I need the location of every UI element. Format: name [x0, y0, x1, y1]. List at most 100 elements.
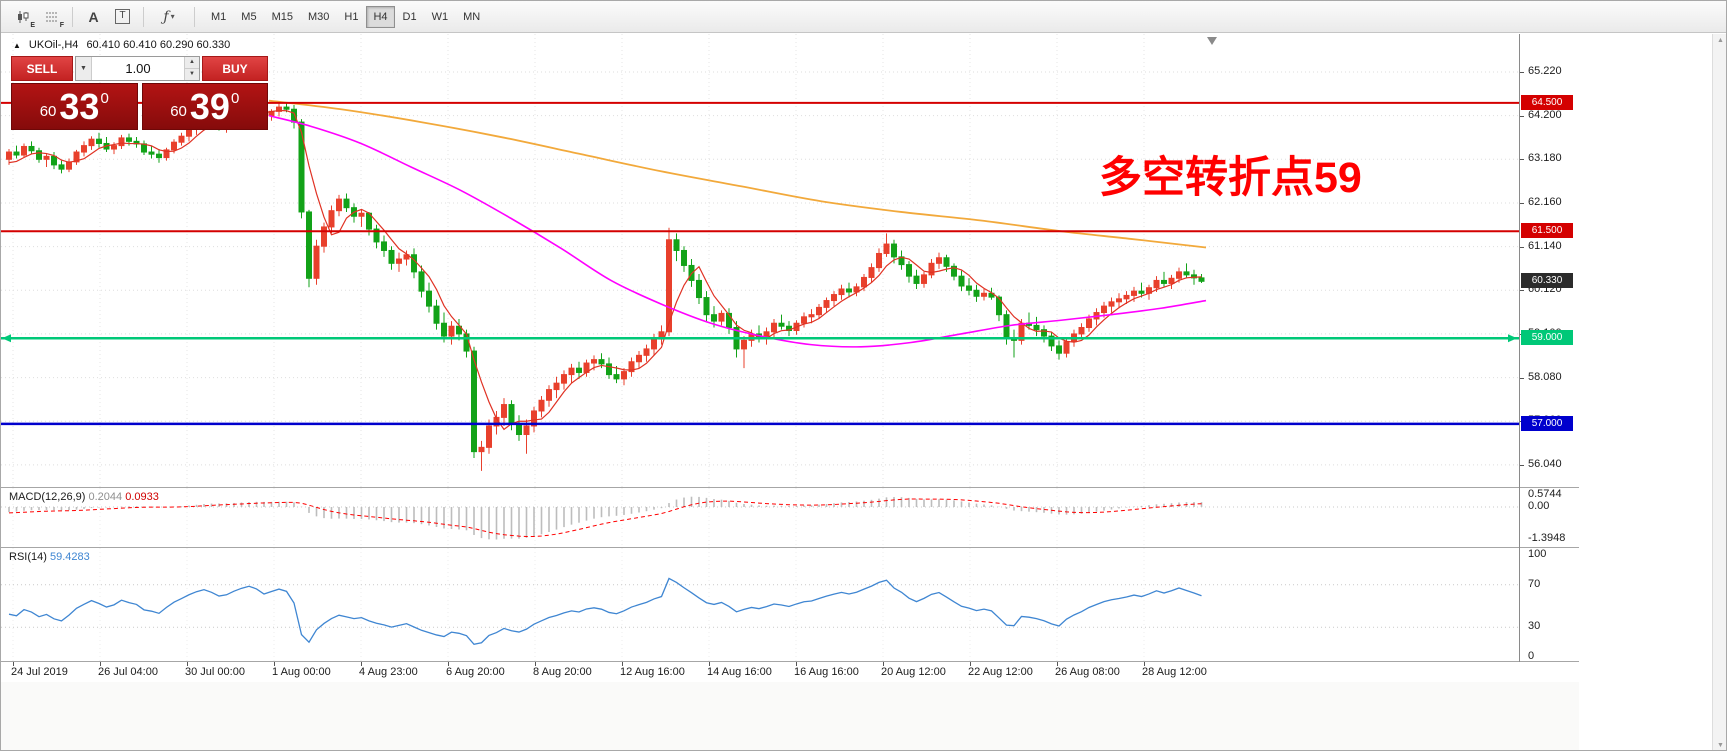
- one-click-trading-panel: SELL ▼ ▲ ▼ BUY 60 33 0 60 39 0: [11, 56, 268, 130]
- price-axis-tick: [1520, 202, 1524, 204]
- time-axis-label: 22 Aug 12:00: [968, 666, 1033, 678]
- text-annotation-icon[interactable]: A: [80, 5, 107, 29]
- symbol-ohlc: 60.410 60.410 60.290 60.330: [86, 39, 231, 51]
- macd-scale-label: -1.3948: [1528, 531, 1566, 544]
- time-axis-label: 6 Aug 20:00: [446, 666, 505, 678]
- macd-signal-line: [8, 498, 1202, 537]
- toolbar-separator: [72, 6, 73, 27]
- indicators-dropdown-caret[interactable]: ▾: [170, 12, 175, 21]
- volume-control: ▼ ▲ ▼: [75, 56, 200, 81]
- time-axis[interactable]: 24 Jul 2019 26 Jul 04:00 30 Jul 00:00 1 Aug…: [1, 662, 1579, 682]
- price-badge-59.000: 59.000: [1521, 330, 1573, 346]
- volume-up-arrow[interactable]: ▲: [185, 57, 199, 69]
- hline-right-arrow: [1508, 334, 1517, 343]
- macd-axis[interactable]: 0.5744 0.00 -1.3948: [1520, 488, 1579, 547]
- chart-style-icon[interactable]: E: [9, 5, 36, 29]
- price-scale-border: [1519, 34, 1520, 662]
- timeframe-button-m30[interactable]: M30: [301, 6, 336, 28]
- rsi-axis[interactable]: 100 70 30 0: [1520, 548, 1579, 662]
- price-axis-tick: [1520, 159, 1524, 161]
- rsi-scale-label: 0: [1528, 650, 1535, 662]
- indicators-icon[interactable]: ƒ ▾: [151, 5, 187, 29]
- time-axis-label: 1 Aug 00:00: [272, 666, 331, 678]
- macd-label: MACD(12,26,9) 0.2044 0.0933: [9, 491, 159, 503]
- macd-histogram: [8, 496, 1203, 540]
- price-axis-tick: [1520, 290, 1524, 292]
- time-axis-tick: [100, 662, 101, 666]
- time-axis-label: 12 Aug 16:00: [620, 666, 685, 678]
- time-axis-tick: [709, 662, 710, 666]
- time-axis-tick: [883, 662, 884, 666]
- price-axis-label: 56.040: [1528, 457, 1562, 470]
- ma-slow-orange[interactable]: [268, 99, 1207, 249]
- rsi-line: [8, 577, 1202, 645]
- timeframe-button-h1[interactable]: H1: [337, 6, 365, 28]
- time-axis-tick: [13, 662, 14, 666]
- price-axis-label: 64.200: [1528, 108, 1562, 121]
- toolbar: E F A T ƒ ▾ M1 M5 M15 M30 H1 H4 D1 W1 MN: [1, 1, 1726, 33]
- vertical-scrollbar[interactable]: ▲ ▼: [1712, 34, 1726, 750]
- time-axis-tick: [448, 662, 449, 666]
- rsi-scale-label: 70: [1528, 577, 1541, 590]
- price-axis-label: 58.080: [1528, 370, 1562, 383]
- price-badge-57.000: 57.000: [1521, 415, 1573, 431]
- timeframe-button-mn[interactable]: MN: [456, 6, 487, 28]
- time-axis-tick: [622, 662, 623, 666]
- macd-panel-canvas[interactable]: [1, 488, 1519, 547]
- macd-scale-label: 0.5744: [1528, 488, 1562, 500]
- panel-separator[interactable]: [1, 487, 1579, 488]
- timeframe-button-m15[interactable]: M15: [265, 6, 300, 28]
- macd-name: MACD(12,26,9): [9, 491, 86, 503]
- time-axis-tick: [1144, 662, 1145, 666]
- collapse-arrow-icon[interactable]: ▲: [13, 40, 21, 50]
- sell-price-prefix: 60: [39, 103, 57, 120]
- timeframe-button-d1[interactable]: D1: [396, 6, 424, 28]
- buy-button[interactable]: BUY: [202, 56, 268, 81]
- sell-price-display[interactable]: 60 33 0: [11, 83, 138, 130]
- chart-shift-marker-icon[interactable]: [1207, 37, 1217, 45]
- toolbar-separator: [194, 6, 195, 27]
- timeframe-button-w1[interactable]: W1: [425, 6, 456, 28]
- rsi-scale-label: 30: [1528, 620, 1541, 633]
- panel-separator[interactable]: [1, 547, 1579, 548]
- volume-dropdown-caret[interactable]: ▼: [76, 57, 92, 80]
- time-axis-label: 14 Aug 16:00: [707, 666, 772, 678]
- time-axis-label: 20 Aug 12:00: [881, 666, 946, 678]
- grid-icon[interactable]: F: [38, 5, 65, 29]
- panel-separator: [1, 661, 1579, 662]
- ma-mid-magenta[interactable]: [268, 114, 1207, 348]
- toolbar-separator: [143, 6, 144, 27]
- textbox-icon[interactable]: T: [109, 5, 136, 29]
- scrollbar-up-arrow[interactable]: ▲: [1717, 37, 1724, 44]
- timeframe-button-h4[interactable]: H4: [366, 5, 395, 28]
- candles: [6, 101, 1205, 471]
- sell-price-big: 33: [59, 85, 100, 127]
- price-axis-tick: [1520, 246, 1524, 248]
- symbol-info-line: ▲ UKOil-,H4 60.410 60.410 60.290 60.330: [13, 39, 230, 51]
- time-axis-label: 26 Aug 08:00: [1055, 666, 1120, 678]
- rsi-value: 59.4283: [49, 551, 90, 563]
- time-axis-label: 28 Aug 12:00: [1142, 666, 1207, 678]
- time-axis-tick: [187, 662, 188, 666]
- ma-fast-red[interactable]: [8, 109, 1202, 431]
- scrollbar-down-arrow[interactable]: ▼: [1717, 742, 1724, 749]
- timeframe-button-m5[interactable]: M5: [234, 6, 263, 28]
- volume-down-arrow[interactable]: ▼: [185, 69, 199, 80]
- time-axis-label: 4 Aug 23:00: [359, 666, 418, 678]
- volume-input[interactable]: [92, 57, 184, 80]
- rsi-scale-label: 100: [1528, 548, 1547, 560]
- grid-glyph: [45, 12, 58, 21]
- timeframe-group: M1 M5 M15 M30 H1 H4 D1 W1 MN: [204, 5, 487, 28]
- chart-annotation-text: 多空转折点59: [1099, 154, 1362, 202]
- rsi-panel-canvas[interactable]: [1, 548, 1519, 661]
- buy-price-sup: 0: [230, 90, 240, 107]
- timeframe-button-m1[interactable]: M1: [204, 6, 233, 28]
- sell-price-sup: 0: [100, 90, 109, 107]
- price-axis-label: 62.160: [1528, 195, 1562, 208]
- grid-icon-sub: F: [59, 21, 64, 29]
- price-axis-label: 63.180: [1528, 152, 1562, 165]
- price-axis-label: 61.140: [1528, 239, 1562, 252]
- sell-button[interactable]: SELL: [11, 56, 73, 81]
- price-axis[interactable]: 65.22064.20063.18062.16061.14060.12059.1…: [1520, 34, 1579, 487]
- buy-price-display[interactable]: 60 39 0: [141, 83, 268, 130]
